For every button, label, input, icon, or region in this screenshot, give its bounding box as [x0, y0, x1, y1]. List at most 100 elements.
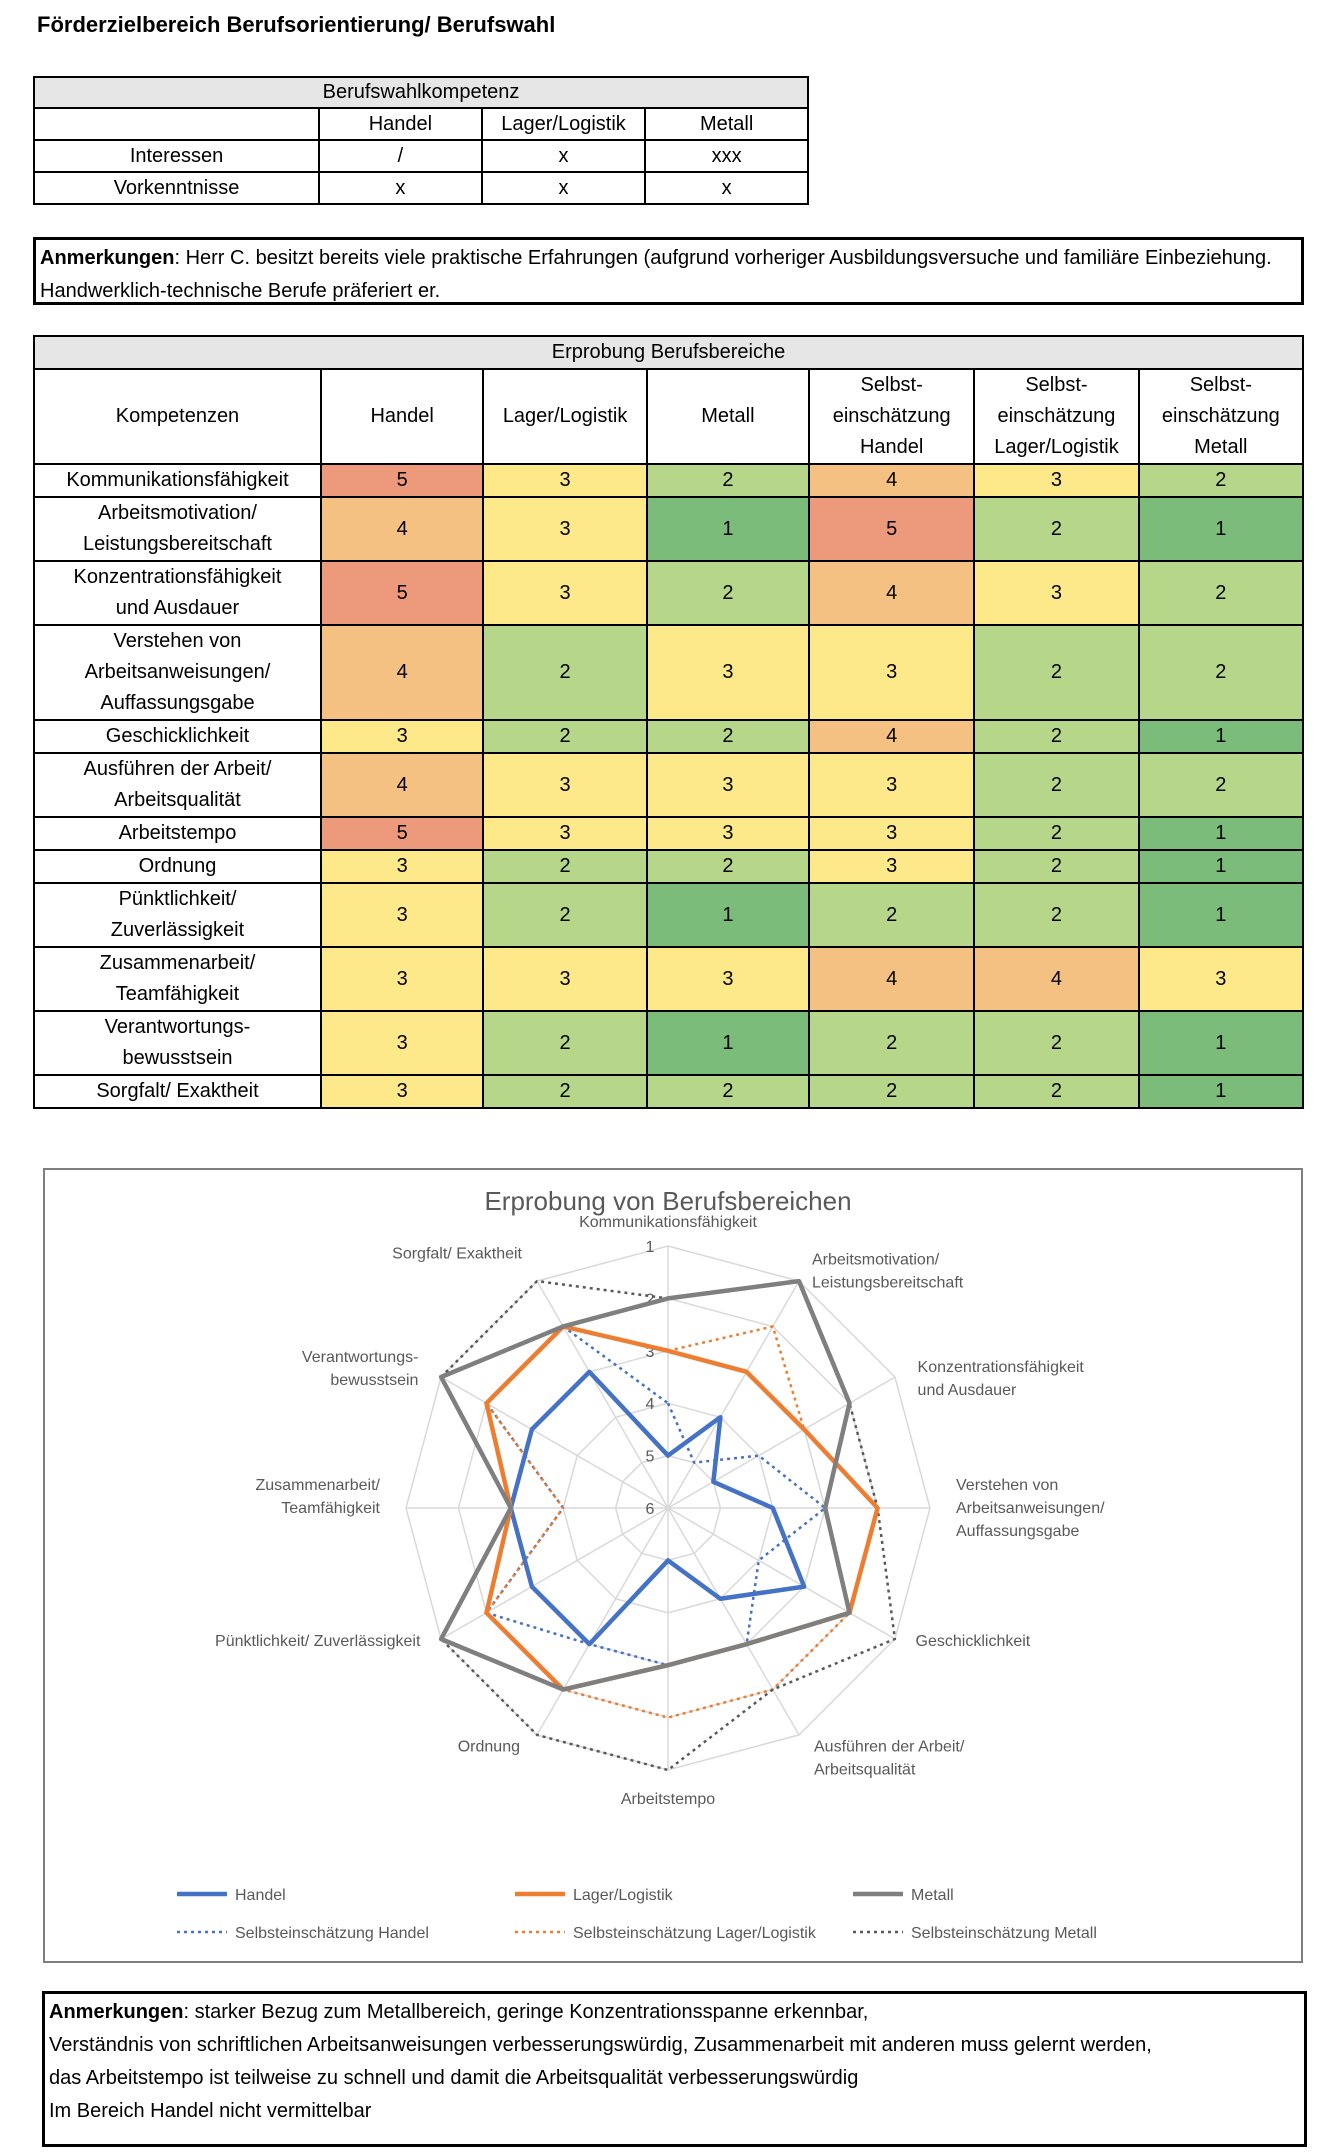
score-cell: 2	[645, 719, 811, 754]
score-cell: 3	[482, 496, 648, 562]
score-cell: 4	[319, 752, 485, 818]
cell: x	[644, 171, 809, 205]
cell: xxx	[644, 139, 809, 173]
category-label-line: Pünktlichkeit/ Zuverlässigkeit	[215, 1633, 421, 1650]
table-header: Selbst-einschätzung Metall	[1137, 368, 1305, 465]
table-header: Handel	[319, 368, 485, 465]
score-cell: 3	[319, 719, 485, 754]
score-cell: 3	[645, 816, 811, 851]
competence-label: Verantwortungs-bewusstsein	[33, 1010, 322, 1076]
axis-spoke	[667, 1507, 800, 1736]
series-line-4	[485, 1325, 879, 1719]
score-cell: 1	[1137, 849, 1305, 884]
series-line-0	[508, 1369, 807, 1647]
score-cell: 4	[319, 624, 485, 721]
table-header: Selbst-einschätzung Lager/Logistik	[973, 368, 1140, 465]
score-cell: 1	[1137, 1074, 1305, 1109]
score-cell: 2	[973, 624, 1140, 721]
chart-title: Erprobung von Berufsbereichen	[484, 1186, 851, 1216]
berufswahlkompetenz-table: Berufswahlkompetenz Handel Lager/Logisti…	[32, 76, 809, 205]
category-label: Zusammenarbeit/Teamfähigkeit	[256, 1477, 381, 1517]
score-cell: 5	[319, 463, 485, 498]
category-label-line: und Ausdauer	[918, 1382, 1017, 1399]
score-cell: 2	[482, 849, 648, 884]
score-cell: 3	[482, 946, 648, 1012]
legend-label: Selbsteinschätzung Handel	[235, 1925, 429, 1942]
remarks-box-2: Anmerkungen: starker Bezug zum Metallber…	[42, 1991, 1307, 2147]
score-cell: 2	[482, 1074, 648, 1109]
tick-label: 5	[646, 1449, 655, 1466]
competence-label: Zusammenarbeit/Teamfähigkeit	[33, 946, 322, 1012]
category-label: Kommunikationsfähigkeit	[579, 1214, 757, 1231]
remarks-label: Anmerkungen	[40, 247, 175, 269]
radar-chart: Erprobung von Berufsbereichen 1 2 3 4 5 6 Kommu…	[43, 1168, 1303, 1963]
score-cell: 2	[973, 752, 1140, 818]
score-cell: 3	[482, 816, 648, 851]
remarks-line: Verständnis von schriftlichen Arbeitsanw…	[49, 2034, 1152, 2056]
score-cell: 2	[645, 463, 811, 498]
score-cell: 2	[973, 1074, 1140, 1109]
category-label: Pünktlichkeit/ Zuverlässigkeit	[215, 1633, 421, 1650]
category-label-line: Konzentrationsfähigkeit	[918, 1359, 1085, 1376]
axis-spoke	[667, 1376, 896, 1509]
score-cell: 5	[319, 560, 485, 626]
score-cell: 2	[973, 882, 1140, 948]
competence-label: Ordnung	[33, 849, 322, 884]
category-label-line: Verstehen von	[956, 1477, 1058, 1494]
legend-label: Lager/Logistik	[573, 1887, 674, 1904]
score-cell: 3	[482, 752, 648, 818]
category-label: Verantwortungs-bewusstsein	[302, 1349, 419, 1389]
score-cell: 3	[482, 463, 648, 498]
table-title: Erprobung Berufsbereiche	[33, 335, 1304, 370]
category-label: Arbeitstempo	[621, 1791, 715, 1808]
score-cell: 4	[808, 463, 976, 498]
remarks-line: das Arbeitstempo ist teilweise zu schnel…	[49, 2067, 859, 2089]
competence-label: Konzentrationsfähigkeit und Ausdauer	[33, 560, 322, 626]
score-cell: 1	[1137, 882, 1305, 948]
score-cell: 2	[1137, 560, 1305, 626]
score-cell: 3	[319, 849, 485, 884]
table-row: Interessen / x xxx	[32, 139, 809, 173]
cell: x	[318, 171, 483, 205]
category-label: Verstehen von Arbeitsanweisungen/Auffassu…	[956, 1477, 1105, 1540]
erprobung-table: Erprobung Berufsbereiche Kompetenzen Hand…	[33, 335, 1305, 1109]
page-title: Förderzielbereich Berufsorientierung/ Be…	[37, 12, 556, 37]
table-title: Berufswahlkompetenz	[33, 76, 809, 109]
score-cell: 2	[808, 1074, 976, 1109]
score-cell: 5	[319, 816, 485, 851]
score-cell: 2	[973, 1010, 1140, 1076]
score-cell: 3	[808, 752, 976, 818]
score-cell: 3	[319, 882, 485, 948]
score-cell: 2	[973, 816, 1140, 851]
score-cell: 3	[319, 1010, 485, 1076]
score-cell: 3	[973, 560, 1140, 626]
score-cell: 2	[482, 1010, 648, 1076]
table-header: Lager/Logistik	[480, 107, 647, 141]
table-row: Verstehen von Arbeitsanweisungen/Auffassu…	[33, 624, 1305, 721]
table-row: Verantwortungs-bewusstsein 3 2 1 2 2 1	[33, 1010, 1305, 1076]
score-cell: 4	[973, 946, 1140, 1012]
score-cell: 4	[319, 496, 485, 562]
cell: x	[480, 171, 647, 205]
score-cell: 2	[645, 849, 811, 884]
axis-spoke	[667, 1280, 800, 1509]
category-label: Arbeitsmotivation/Leistungsbereitschaft	[812, 1251, 964, 1291]
cell: /	[318, 139, 483, 173]
table-header: Metall	[644, 107, 809, 141]
legend-label: Selbsteinschätzung Metall	[911, 1925, 1097, 1942]
score-cell: 2	[645, 1074, 811, 1109]
row-label: Vorkenntnisse	[32, 171, 321, 205]
score-cell: 4	[808, 719, 976, 754]
score-cell: 2	[1137, 624, 1305, 721]
score-cell: 3	[645, 624, 811, 721]
score-cell: 2	[973, 719, 1140, 754]
table-header: Kompetenzen	[33, 368, 322, 465]
radar-chart-svg: Erprobung von Berufsbereichen 1 2 3 4 5 6 Kommu…	[177, 1186, 1105, 1942]
series-line-2	[438, 1278, 852, 1692]
score-cell: 3	[808, 624, 976, 721]
score-cell: 1	[645, 496, 811, 562]
tick-label: 6	[646, 1501, 655, 1518]
score-cell: 2	[808, 1010, 976, 1076]
score-cell: 3	[808, 816, 976, 851]
score-cell: 2	[973, 496, 1140, 562]
